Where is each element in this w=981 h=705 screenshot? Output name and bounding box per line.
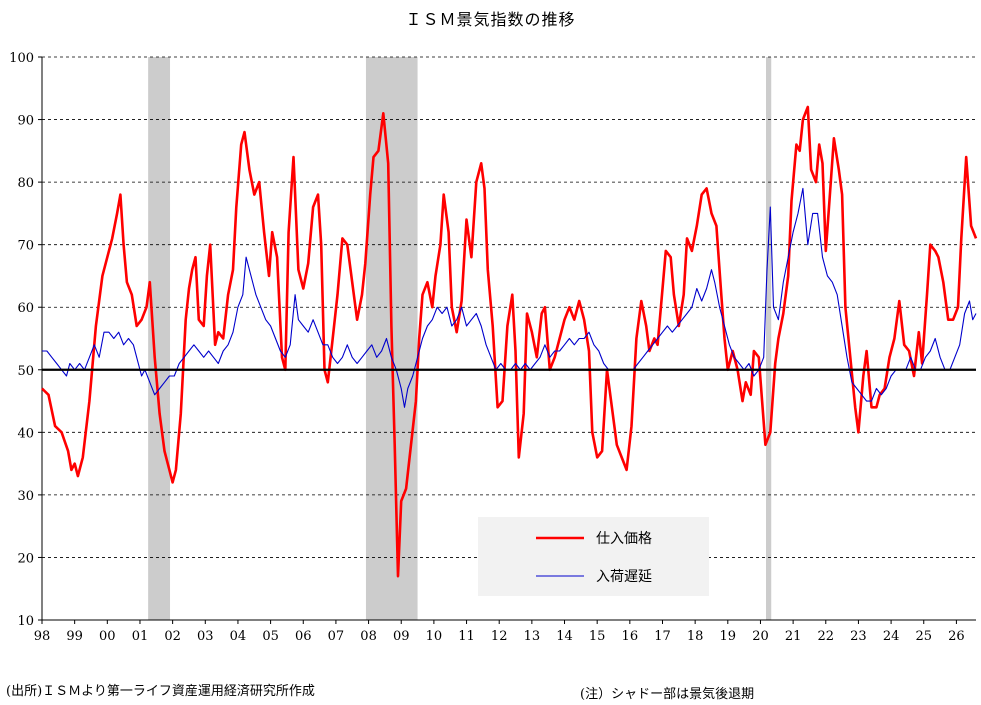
x-tick-label: 08	[360, 629, 377, 644]
y-tick-label: 60	[17, 301, 34, 316]
series-line-0	[41, 105, 978, 578]
legend-box	[478, 517, 709, 596]
x-tick-label: 01	[132, 629, 149, 644]
shading-note: (注）シャドー部は景気後退期	[580, 687, 755, 702]
y-tick-label: 40	[17, 426, 34, 441]
x-tick-label: 17	[654, 629, 671, 644]
y-tick-label: 30	[17, 489, 34, 504]
y-tick-label: 80	[17, 176, 34, 191]
y-tick-label: 90	[17, 114, 34, 129]
x-tick-label: 14	[556, 629, 573, 644]
x-tick-label: 12	[491, 629, 508, 644]
x-tick-label: 07	[328, 629, 345, 644]
x-tick-label: 16	[622, 629, 639, 644]
x-tick-label: 11	[458, 629, 475, 644]
x-tick-label: 21	[785, 629, 802, 644]
chart-title: ＩＳＭ景気指数の推移	[405, 10, 576, 29]
x-tick-label: 05	[262, 629, 279, 644]
x-tick-label: 03	[197, 629, 214, 644]
recession-shade-2	[766, 57, 772, 620]
x-tick-label: 04	[230, 629, 247, 644]
x-tick-label: 09	[393, 629, 410, 644]
x-tick-label: 22	[818, 629, 835, 644]
x-tick-label: 20	[752, 629, 769, 644]
x-tick-label: 06	[295, 629, 312, 644]
x-tick-label: 19	[720, 629, 737, 644]
x-tick-label: 13	[524, 629, 541, 644]
x-tick-label: 99	[66, 629, 83, 644]
x-tick-label: 24	[883, 629, 900, 644]
x-tick-label: 98	[34, 629, 51, 644]
legend-label-1: 入荷遅延	[596, 569, 652, 585]
x-tick-label: 18	[687, 629, 704, 644]
y-tick-label: 20	[17, 551, 34, 566]
x-tick-label: 25	[915, 629, 932, 644]
x-tick-label: 00	[99, 629, 116, 644]
x-tick-label: 02	[164, 629, 181, 644]
legend-label-0: 仕入価格	[596, 531, 652, 547]
y-tick-label: 70	[17, 239, 34, 254]
y-tick-label: 100	[9, 51, 34, 66]
y-tick-label: 10	[17, 614, 34, 629]
recession-shade-0	[148, 57, 171, 620]
x-tick-label: 10	[426, 629, 443, 644]
x-tick-label: 26	[948, 629, 965, 644]
x-tick-label: 15	[589, 629, 606, 644]
x-tick-label: 23	[850, 629, 867, 644]
source-note: (出所)ＩＳＭより第一ライフ資産運用経済研究所作成	[6, 684, 315, 699]
y-tick-label: 50	[17, 364, 34, 379]
